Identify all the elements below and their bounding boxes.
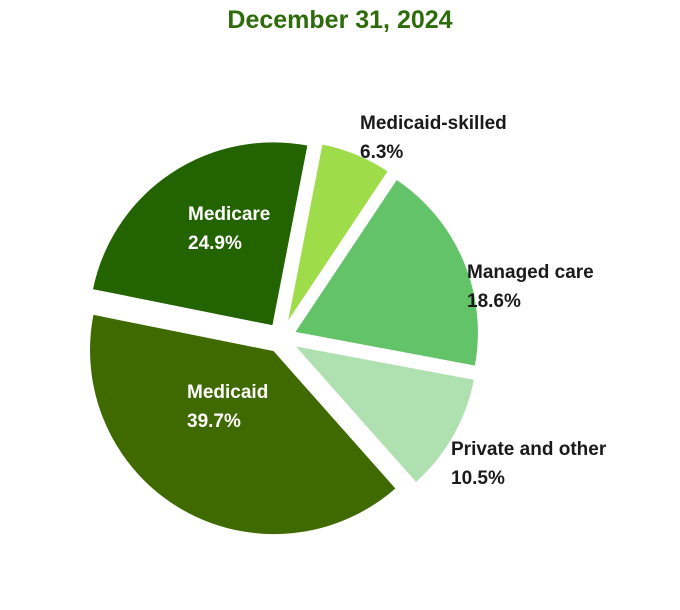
pie-slice-managed-care	[292, 177, 480, 368]
slice-label-managed-care: Managed care	[467, 262, 594, 283]
pie-slice-medicaid	[88, 312, 399, 537]
slice-value-medicaid-skilled: 6.3%	[360, 142, 403, 163]
slice-label-private-and-other: Private and other	[451, 439, 607, 460]
pie-slice-medicaid-skilled	[285, 142, 391, 326]
slice-value-medicare: 24.9%	[188, 233, 242, 254]
pie-slice-medicare	[90, 140, 310, 328]
slice-value-private-and-other: 10.5%	[451, 468, 505, 489]
pie-slice-private-and-other	[290, 343, 477, 485]
slice-label-medicare: Medicare	[188, 204, 270, 225]
slice-value-medicaid: 39.7%	[187, 411, 241, 432]
chart-title: December 31, 2024	[227, 6, 453, 34]
slice-label-medicaid: Medicaid	[187, 382, 268, 403]
slice-value-managed-care: 18.6%	[467, 291, 521, 312]
slice-label-medicaid-skilled: Medicaid-skilled	[360, 113, 507, 134]
